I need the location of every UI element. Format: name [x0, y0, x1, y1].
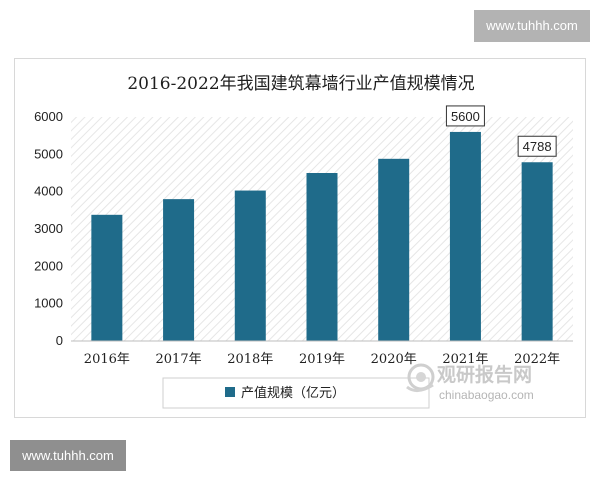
x-tick-label: 2016年 [84, 352, 130, 367]
chart-card: 2016-2022年我国建筑幕墙行业产值规模情况 0 1000 2000 3000 40… [14, 58, 586, 418]
legend-label: 产值规模（亿元） [241, 385, 345, 401]
bar-series [91, 131, 553, 341]
brand-watermark: 观研报告网 chinabaogao.com [406, 363, 534, 402]
watermark-top: www.tuhhh.com [474, 10, 590, 42]
brand-logo-icon [406, 363, 435, 392]
data-labels: 5600 4788 [445, 105, 557, 157]
bar [91, 214, 123, 341]
legend: 产值规模（亿元） [162, 377, 430, 409]
y-tick-label: 4000 [34, 184, 63, 199]
x-axis: 2016年 2017年 2018年 2019年 2020年 2021年 2022年 [84, 352, 560, 367]
legend-swatch [225, 387, 235, 397]
bar [306, 173, 338, 341]
data-label: 4788 [523, 139, 552, 154]
y-tick-label: 5000 [34, 146, 63, 161]
brand-name: 观研报告网 [437, 363, 532, 386]
bar [234, 190, 266, 341]
y-axis: 0 1000 2000 3000 4000 5000 6000 [34, 109, 63, 348]
data-label-box [517, 135, 557, 157]
chart-title: 2016-2022年我国建筑幕墙行业产值规模情况 [127, 74, 474, 94]
x-tick-label: 2019年 [299, 352, 345, 367]
bar [378, 158, 410, 341]
bar [449, 131, 481, 341]
legend-box [162, 377, 430, 409]
bar [521, 162, 553, 341]
watermark-bottom: www.tuhhh.com [10, 440, 126, 471]
y-tick-label: 2000 [34, 258, 63, 273]
x-tick-label: 2021年 [442, 352, 488, 367]
brand-url: chinabaogao.com [439, 388, 534, 402]
bar-chart: 2016-2022年我国建筑幕墙行业产值规模情况 0 1000 2000 3000 40… [34, 74, 573, 409]
bar [163, 199, 195, 341]
y-tick-label: 1000 [34, 296, 63, 311]
x-tick-label: 2018年 [227, 352, 273, 367]
y-tick-label: 3000 [34, 221, 63, 236]
data-label-box [445, 105, 485, 127]
x-tick-label: 2017年 [156, 352, 202, 367]
y-tick-label: 6000 [34, 109, 63, 124]
y-tick-label: 0 [56, 333, 63, 348]
x-tick-label: 2022年 [514, 352, 560, 367]
x-tick-label: 2020年 [371, 352, 417, 367]
data-label: 5600 [451, 109, 480, 124]
